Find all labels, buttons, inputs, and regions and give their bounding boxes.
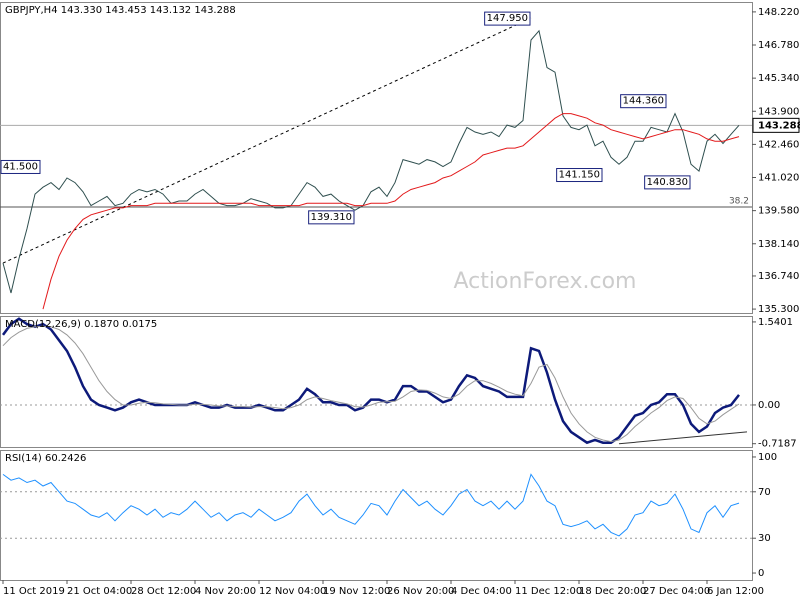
series-line — [2, 473, 740, 537]
annotation-box — [308, 210, 355, 225]
y-tick-label: 138.140 — [758, 239, 799, 250]
y-tick-label: 0.00 — [758, 400, 780, 411]
x-tick-label: 28 Oct 12:00 — [131, 586, 196, 597]
x-tick-label: 11 Oct 2019 — [3, 586, 65, 597]
annotation-label: 147.950 — [487, 13, 528, 24]
annotation-label: 41.500 — [3, 161, 38, 172]
annotation-label: 141.150 — [559, 170, 600, 181]
y-tick-label: 141.020 — [758, 173, 799, 184]
x-tick-label: 12 Nov 04:00 — [259, 586, 326, 597]
panel-frame — [0, 2, 753, 314]
annotation-box — [620, 94, 667, 109]
y-tick-label: 136.740 — [758, 271, 799, 282]
y-tick-label: -0.7187 — [758, 439, 797, 450]
panel-frame — [0, 450, 753, 581]
series-line — [2, 325, 740, 443]
y-tick-label: 143.900 — [758, 106, 799, 117]
x-tick-label: 4 Dec 04:00 — [451, 586, 512, 597]
annotation-label: 139.310 — [311, 212, 352, 223]
trend-line — [2, 17, 532, 264]
y-tick-label: 139.580 — [758, 206, 799, 217]
watermark: ActionForex.com — [454, 269, 637, 294]
annotation-box — [644, 175, 691, 190]
panel-frame — [0, 316, 753, 448]
annotation-label: 144.360 — [623, 96, 664, 107]
trend-line — [618, 431, 748, 445]
panel-title: RSI(14) 60.2426 — [5, 453, 86, 464]
last-price-label: 143.288 — [758, 120, 800, 131]
series-line — [42, 113, 740, 310]
x-tick-label: 18 Dec 20:00 — [579, 586, 646, 597]
y-tick-label: 1.5401 — [758, 317, 793, 328]
level-label: 38.2 — [729, 196, 749, 206]
annotation-label: 140.830 — [647, 177, 688, 188]
series-line — [2, 29, 740, 294]
x-tick-label: 19 Nov 12:00 — [323, 586, 390, 597]
annotation-box — [0, 159, 41, 174]
y-tick-label: 148.220 — [758, 7, 799, 18]
panel-title: MACD(12,26,9) 0.1870 0.0175 — [5, 319, 157, 330]
x-tick-label: 6 Jan 12:00 — [707, 586, 764, 597]
y-tick-label: 70 — [758, 487, 771, 498]
last-price-box — [752, 117, 800, 133]
y-tick-label: 142.460 — [758, 139, 799, 150]
y-tick-label: 100 — [758, 452, 777, 463]
annotation-box — [556, 168, 603, 183]
x-tick-label: 21 Oct 04:00 — [67, 586, 132, 597]
x-tick-label: 27 Dec 04:00 — [643, 586, 710, 597]
x-tick-label: 11 Dec 12:00 — [515, 586, 582, 597]
annotation-box — [484, 11, 531, 26]
y-tick-label: 135.300 — [758, 304, 799, 315]
y-tick-label: 30 — [758, 533, 771, 544]
x-tick-label: 4 Nov 20:00 — [195, 586, 256, 597]
x-tick-label: 26 Nov 20:00 — [387, 586, 454, 597]
y-tick-label: 145.340 — [758, 73, 799, 84]
y-tick-label: 146.780 — [758, 40, 799, 51]
y-tick-label: 0 — [758, 568, 764, 579]
series-line — [1, 317, 740, 445]
panel-title: GBPJPY,H4 143.330 143.453 143.132 143.28… — [5, 5, 236, 16]
